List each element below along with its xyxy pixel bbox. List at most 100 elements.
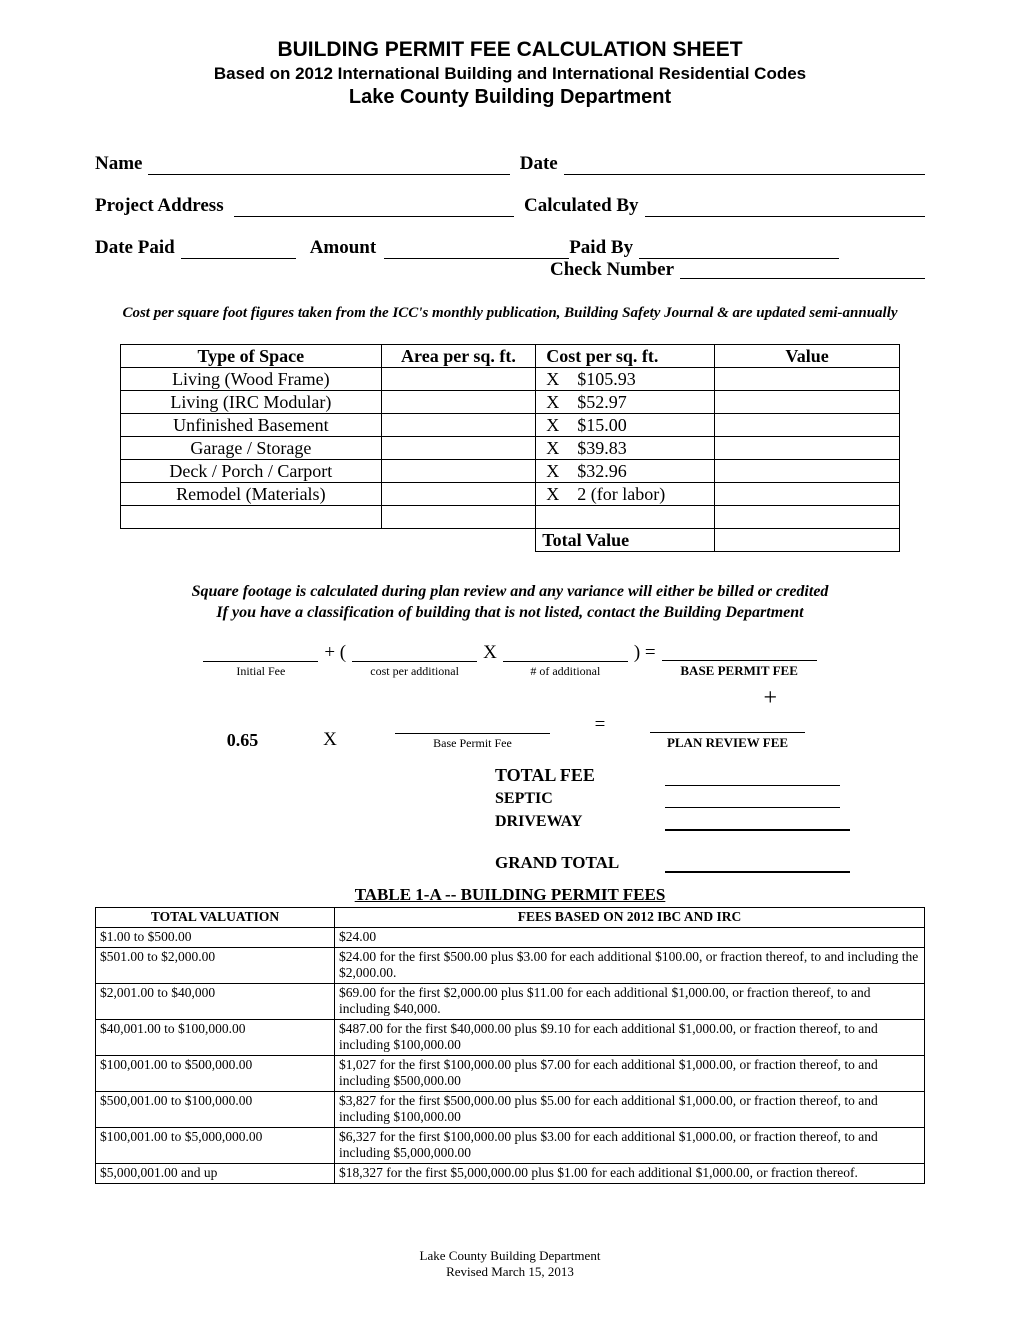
- fee-table-row: $100,001.00 to $5,000,000.00$6,327 for t…: [96, 1127, 925, 1163]
- grand-total-input[interactable]: [665, 854, 850, 873]
- initial-fee-input[interactable]: [203, 643, 318, 662]
- cell-area[interactable]: [381, 414, 536, 437]
- fee-valuation: $501.00 to $2,000.00: [96, 947, 335, 983]
- amount-input[interactable]: [384, 239, 569, 259]
- base-permit-fee2-label: Base Permit Fee: [433, 736, 512, 751]
- page-title: BUILDING PERMIT FEE CALCULATION SHEET: [95, 38, 925, 62]
- footer-line-2: Revised March 15, 2013: [446, 1264, 574, 1279]
- cell-value[interactable]: [715, 368, 900, 391]
- total-fee-input[interactable]: [665, 768, 840, 786]
- page-subtitle: Based on 2012 International Building and…: [95, 64, 925, 84]
- cell-area[interactable]: [381, 460, 536, 483]
- department-name: Lake County Building Department: [95, 86, 925, 109]
- cost-per-additional-input[interactable]: [352, 643, 477, 662]
- table-row: Remodel (Materials)X 2 (for labor): [121, 483, 900, 506]
- total-value-input[interactable]: [715, 529, 900, 552]
- fee-description: $24.00: [335, 927, 925, 947]
- cost-per-additional-unit: cost per additional: [352, 643, 477, 679]
- base-permit-fee-input[interactable]: [662, 642, 817, 661]
- fee-table-title: TABLE 1-A -- BUILDING PERMIT FEES: [95, 885, 925, 905]
- total-value-label: Total Value: [536, 529, 715, 552]
- fee-valuation: $40,001.00 to $100,000.00: [96, 1019, 335, 1055]
- op-eq2: =: [550, 714, 650, 736]
- fee-valuation: $1.00 to $500.00: [96, 927, 335, 947]
- num-additional-input[interactable]: [503, 643, 628, 662]
- th-type: Type of Space: [121, 345, 382, 368]
- const-065: 0.65: [180, 730, 305, 751]
- driveway-input[interactable]: [665, 812, 850, 831]
- septic-input[interactable]: [665, 790, 840, 808]
- project-address-input[interactable]: [234, 197, 514, 217]
- paid-by-label: Paid By: [569, 237, 633, 259]
- fee-th-fees: FEES BASED ON 2012 IBC AND IRC: [335, 907, 925, 927]
- fee-table-row: $2,001.00 to $40,000$69.00 for the first…: [96, 983, 925, 1019]
- name-input[interactable]: [148, 155, 509, 175]
- cell-area[interactable]: [381, 391, 536, 414]
- form-line-1: Name Date: [95, 153, 925, 175]
- fee-th-valuation: TOTAL VALUATION: [96, 907, 335, 927]
- fee-description: $487.00 for the first $40,000.00 plus $9…: [335, 1019, 925, 1055]
- plan-review-fee-input[interactable]: [650, 714, 805, 733]
- op-x1: X: [477, 642, 503, 664]
- paid-by-input[interactable]: [639, 239, 839, 259]
- num-additional-label: # of additional: [530, 664, 600, 679]
- cell-area[interactable]: [381, 437, 536, 460]
- check-number-label: Check Number: [550, 259, 674, 281]
- cell-value[interactable]: [715, 483, 900, 506]
- cell-cost: X $15.00: [536, 414, 715, 437]
- name-label: Name: [95, 153, 142, 175]
- page: BUILDING PERMIT FEE CALCULATION SHEET Ba…: [0, 0, 1020, 1320]
- initial-fee-label: Initial Fee: [236, 664, 285, 679]
- fee-valuation: $5,000,001.00 and up: [96, 1163, 335, 1183]
- space-table-body: Living (Wood Frame)X $105.93Living (IRC …: [121, 368, 900, 552]
- space-table: Type of Space Area per sq. ft. Cost per …: [120, 344, 900, 552]
- big-plus: +: [95, 685, 777, 712]
- footer-line-1: Lake County Building Department: [420, 1248, 601, 1263]
- formula-line-2: 0.65 X Base Permit Fee = PLAN REVIEW FEE: [180, 714, 925, 751]
- cell-value[interactable]: [715, 391, 900, 414]
- fee-description: $1,027 for the first $100,000.00 plus $7…: [335, 1055, 925, 1091]
- table-row: Unfinished Basement X $15.00: [121, 414, 900, 437]
- table-row-blank: [121, 506, 900, 529]
- fee-description: $3,827 for the first $500,000.00 plus $5…: [335, 1091, 925, 1127]
- cell-value[interactable]: [715, 460, 900, 483]
- septic-row: SEPTIC: [495, 790, 925, 808]
- cell-value[interactable]: [715, 414, 900, 437]
- table-row: Deck / Porch / CarportX $32.96: [121, 460, 900, 483]
- form-line-3: Date Paid Amount Paid By: [95, 237, 925, 259]
- cell-area[interactable]: [381, 483, 536, 506]
- note-cost-source: Cost per square foot figures taken from …: [95, 305, 925, 322]
- form-line-2: Project Address Calculated By: [95, 195, 925, 217]
- th-cost: Cost per sq. ft.: [536, 345, 715, 368]
- fee-table-row: $100,001.00 to $500,000.00$1,027 for the…: [96, 1055, 925, 1091]
- cell-cost: X $32.96: [536, 460, 715, 483]
- base-permit-fee-unit: BASE PERMIT FEE: [662, 642, 817, 679]
- driveway-row: DRIVEWAY: [495, 812, 925, 831]
- fee-valuation: $100,001.00 to $5,000,000.00: [96, 1127, 335, 1163]
- fee-valuation: $2,001.00 to $40,000: [96, 983, 335, 1019]
- totals-block: TOTAL FEE SEPTIC DRIVEWAY GRAND TOTAL: [495, 765, 925, 873]
- cell-area[interactable]: [381, 368, 536, 391]
- date-input[interactable]: [564, 155, 925, 175]
- table-row: Living (Wood Frame)X $105.93: [121, 368, 900, 391]
- plan-review-fee-unit: PLAN REVIEW FEE: [650, 714, 805, 751]
- date-paid-label: Date Paid: [95, 237, 175, 259]
- cell-type: Living (IRC Modular): [121, 391, 382, 414]
- check-number-input[interactable]: [680, 259, 925, 279]
- grand-total-row: GRAND TOTAL: [495, 853, 925, 873]
- fee-table-row: $1.00 to $500.00$24.00: [96, 927, 925, 947]
- base-permit-fee2-input[interactable]: [395, 715, 550, 734]
- table-row: Living (IRC Modular)X $52.97: [121, 391, 900, 414]
- calculated-by-label: Calculated By: [524, 195, 639, 217]
- date-paid-input[interactable]: [181, 239, 296, 259]
- cell-value[interactable]: [715, 437, 900, 460]
- variance-note: Square footage is calculated during plan…: [95, 582, 925, 624]
- fee-description: $18,327 for the first $5,000,000.00 plus…: [335, 1163, 925, 1183]
- plan-review-fee-label: PLAN REVIEW FEE: [667, 735, 788, 751]
- cell-type: Unfinished Basement: [121, 414, 382, 437]
- total-fee-label: TOTAL FEE: [495, 765, 665, 786]
- calculated-by-input[interactable]: [645, 197, 925, 217]
- num-additional-unit: # of additional: [503, 643, 628, 679]
- cell-cost: X $39.83: [536, 437, 715, 460]
- date-label: Date: [520, 153, 558, 175]
